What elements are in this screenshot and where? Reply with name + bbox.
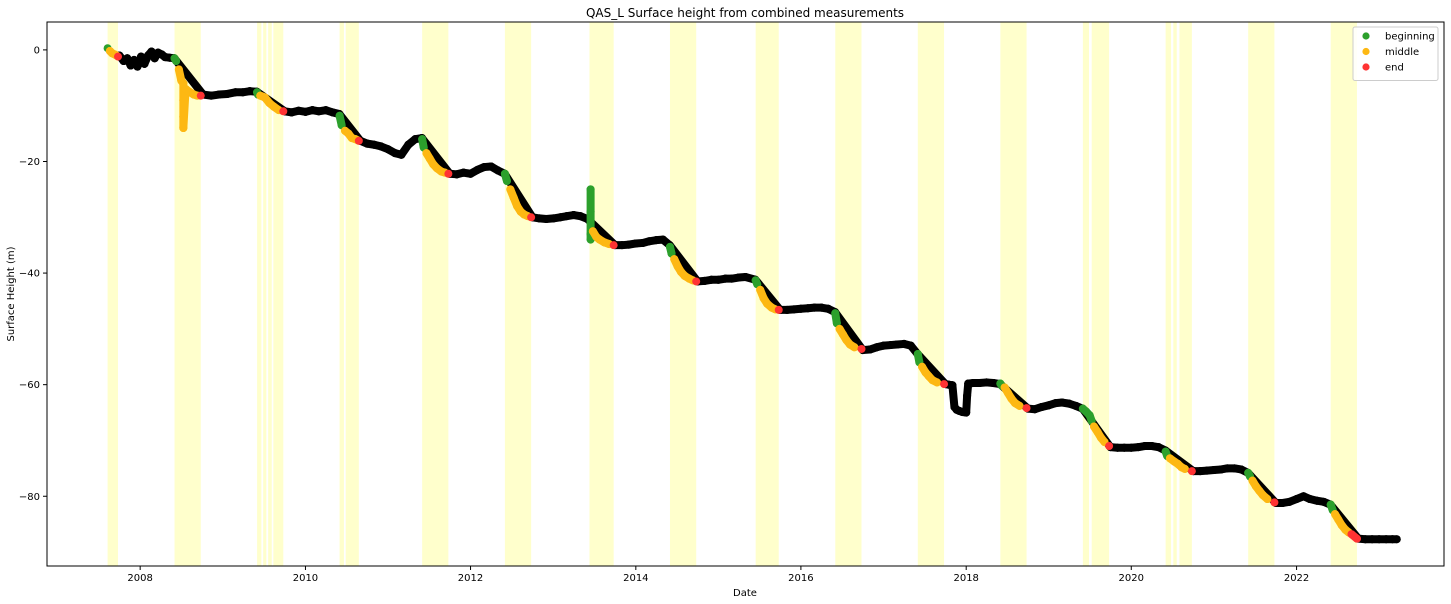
melt-season-band xyxy=(835,22,862,566)
legend-marker xyxy=(1362,63,1370,71)
melt-season-band xyxy=(589,22,614,566)
point-trail xyxy=(170,54,208,99)
data-point xyxy=(940,380,949,389)
data-points xyxy=(103,44,1401,544)
data-point xyxy=(1015,401,1024,410)
data-point xyxy=(502,177,511,186)
melt-season-band xyxy=(1179,22,1192,566)
x-axis-label: Date xyxy=(733,588,757,599)
data-point xyxy=(692,277,701,286)
x-tick-label: 2022 xyxy=(1284,573,1309,584)
legend-label: middle xyxy=(1385,47,1419,58)
series-end xyxy=(114,52,1361,543)
data-point xyxy=(1392,535,1401,544)
melt-season-band xyxy=(1165,22,1172,566)
data-point xyxy=(1022,404,1031,413)
melt-season-band xyxy=(107,22,119,566)
data-point xyxy=(774,305,783,314)
x-tick-label: 2012 xyxy=(458,573,483,584)
melt-season-band xyxy=(273,22,284,566)
melt-season-band xyxy=(1082,22,1089,566)
data-point xyxy=(444,169,453,178)
melt-season-band xyxy=(422,22,449,566)
plot-frame xyxy=(46,21,1445,567)
melt-season-band xyxy=(669,22,697,566)
data-point xyxy=(1180,464,1189,473)
data-point xyxy=(1270,498,1279,507)
y-tick-label: −80 xyxy=(19,492,40,503)
melt-season-band xyxy=(345,22,359,566)
x-tick-label: 2014 xyxy=(623,573,648,584)
data-point xyxy=(1187,467,1196,476)
melt-season-band xyxy=(263,22,267,566)
x-tick-label: 2010 xyxy=(293,573,318,584)
y-tick-label: −40 xyxy=(19,269,40,280)
y-axis-ticks: 0 −20 −40 −60 −80 xyxy=(19,45,47,503)
data-point xyxy=(933,378,942,387)
melt-season-band xyxy=(1000,22,1027,566)
data-point xyxy=(279,107,288,116)
x-tick-label: 2016 xyxy=(788,573,813,584)
series-middle xyxy=(105,47,1353,537)
data-point xyxy=(857,344,866,353)
y-tick-label: −20 xyxy=(19,157,40,168)
legend-label: beginning xyxy=(1385,32,1435,43)
data-point xyxy=(609,241,618,250)
data-point xyxy=(1263,495,1272,504)
x-axis-ticks: 2008 2010 2012 2014 2016 2018 2020 2022 xyxy=(127,566,1309,584)
legend-label: end xyxy=(1385,63,1404,74)
point-trail xyxy=(179,84,190,133)
melt-season-band xyxy=(339,22,344,566)
y-tick-label: −60 xyxy=(19,380,40,391)
chart-title: QAS_L Surface height from combined measu… xyxy=(586,6,904,20)
legend-marker xyxy=(1362,47,1370,56)
legend-marker xyxy=(1362,32,1370,40)
data-point xyxy=(850,343,859,352)
data-point xyxy=(114,52,123,61)
y-axis-label: Surface Height (m) xyxy=(6,246,17,341)
data-point xyxy=(1352,534,1361,543)
data-point xyxy=(1105,442,1114,451)
melt-season-band xyxy=(917,22,945,566)
melt-season-band xyxy=(268,22,272,566)
data-point xyxy=(527,213,536,222)
melt-season-band xyxy=(1173,22,1177,566)
melt-season-band xyxy=(504,22,532,566)
y-tick-label: 0 xyxy=(34,45,40,56)
melt-season-band xyxy=(257,22,262,566)
data-point xyxy=(172,57,181,66)
x-tick-label: 2018 xyxy=(953,573,978,584)
legend-box xyxy=(1352,26,1439,81)
data-point xyxy=(354,136,363,145)
data-point xyxy=(196,91,205,100)
melt-season-band xyxy=(1330,22,1357,566)
x-tick-label: 2020 xyxy=(1119,573,1144,584)
legend: beginning middle end xyxy=(1352,26,1439,81)
x-tick-label: 2008 xyxy=(127,573,152,584)
melt-season-band xyxy=(1091,22,1110,566)
melt-season-bands xyxy=(107,22,1357,566)
